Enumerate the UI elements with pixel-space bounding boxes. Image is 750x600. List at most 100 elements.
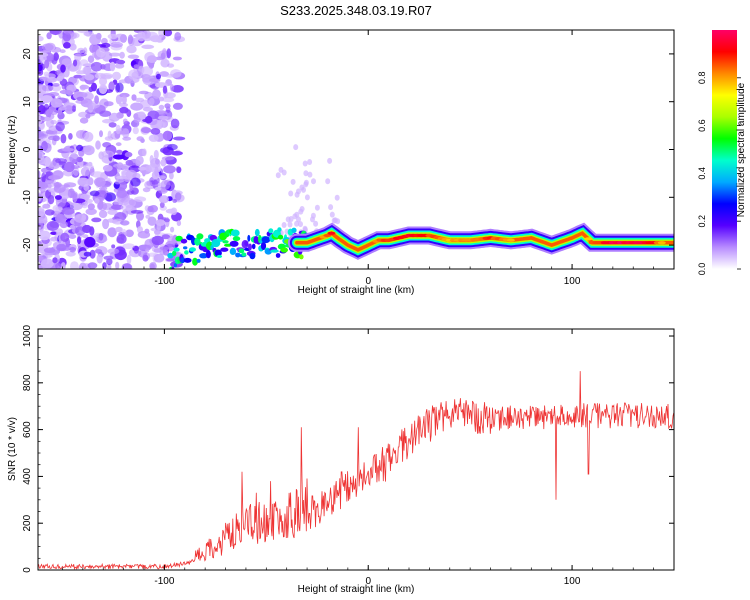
heatmap-cell [94,198,100,204]
heatmap-blobs [38,30,341,269]
heatmap-cell [134,196,147,202]
heatmap-cell [296,216,301,223]
heatmap-cell [328,204,334,211]
heatmap-cell [38,191,42,202]
heatmap-cell [41,43,54,52]
heatmap-cell [98,210,108,219]
heatmap-ridge-cell [180,257,186,264]
colorbar-tick-label: 0.8 [697,72,707,85]
heatmap-cell [149,262,157,269]
heatmap-cell [303,170,309,177]
heatmap-ridge-cell [261,236,271,244]
heatmap-cell [153,253,165,263]
heatmap-cell [158,104,165,110]
heatmap-cell [127,34,133,45]
heatmap-cell [299,206,305,212]
heatmap-cell [41,85,54,92]
heatmap-cell [164,92,176,99]
heatmap-cell [169,84,175,92]
heatmap-cell [58,106,67,111]
heatmap-cell [40,259,54,268]
heatmap-x-tick-label: 100 [564,276,581,287]
heatmap-cell [98,77,108,86]
heatmap-cell [98,84,108,95]
heatmap-cell [73,167,79,176]
heatmap-cell [125,159,134,166]
heatmap-cell [60,133,67,144]
heatmap-cell [299,184,305,191]
heatmap-cell [71,105,76,112]
heatmap-cell [163,30,173,37]
heatmap-cell [158,195,169,204]
heatmap-ridge-cell [241,252,247,257]
heatmap-cell [40,95,53,103]
heatmap-cell [38,131,49,139]
heatmap-cell [38,217,45,222]
heatmap-cell [159,201,165,208]
heatmap-cell [99,186,108,191]
heatmap-cell [103,101,114,107]
heatmap-ridge-cell [189,247,196,252]
heatmap-cell [38,104,46,115]
heatmap-ridge-cell [172,250,177,257]
heatmap-ridge-cell [192,257,198,266]
heatmap-ridge-cell [211,239,221,248]
heatmap-cell [76,144,84,152]
heatmap-cell [140,66,153,77]
heatmap-cell [287,221,293,228]
heatmap-cell [131,94,137,101]
figure-title: S233.2025.348.03.19.R07 [280,3,432,18]
heatmap-cell [55,158,67,164]
heatmap-cell [170,118,180,129]
heatmap-cell [60,262,66,269]
heatmap-cell [160,158,167,167]
heatmap-cell [38,63,43,72]
heatmap-cell [130,177,141,187]
heatmap-ridge [167,222,674,269]
heatmap-ridge-cell [199,253,208,259]
heatmap-cell [164,73,176,78]
colorbar-tick-label: 0.2 [697,215,707,228]
heatmap-cell [77,47,85,54]
heatmap-cell [166,258,175,262]
heatmap-cell [119,51,125,59]
heatmap-cell [136,31,146,42]
heatmap-cell [76,91,88,98]
heatmap-cell [154,166,159,177]
heatmap-cell [310,216,315,223]
heatmap-cell [94,95,99,104]
heatmap-ridge-cell [235,252,241,258]
heatmap-cell [132,126,139,135]
heatmap-cell [154,56,165,61]
heatmap-cell [38,225,41,231]
heatmap-cell [65,105,73,112]
heatmap-cell [108,122,117,128]
heatmap-cell [176,220,182,227]
heatmap-cell [60,232,70,242]
heatmap-cell [160,180,171,190]
heatmap-cell [165,208,176,214]
heatmap-cell [47,162,60,170]
heatmap-cell [293,144,299,151]
snr-panel: -100 0 100 0 200 400 600 800 1000 Height of str… [7,324,675,595]
heatmap-x-ticks: -100 0 100 [62,30,675,287]
heatmap-cell [83,131,94,142]
heatmap-cell [38,170,41,179]
heatmap-cell [96,253,103,264]
snr-y-label: SNR (10 * v/v) [7,417,18,481]
heatmap-cell [163,218,170,223]
snr-y-ticks: 0 200 400 600 800 1000 [22,324,674,573]
heatmap-cell [110,132,121,140]
heatmap-cell [156,73,161,80]
heatmap-cell [125,229,134,238]
heatmap-cell [38,157,46,165]
heatmap-cell [127,54,140,59]
heatmap-ridge-peak [327,231,336,235]
heatmap-cell [116,149,123,154]
heatmap-cell [87,55,95,63]
heatmap-cell [115,142,122,147]
heatmap-cell [85,113,91,119]
heatmap-cell [107,227,117,238]
heatmap-cell [43,247,56,254]
heatmap-cell [141,148,147,157]
